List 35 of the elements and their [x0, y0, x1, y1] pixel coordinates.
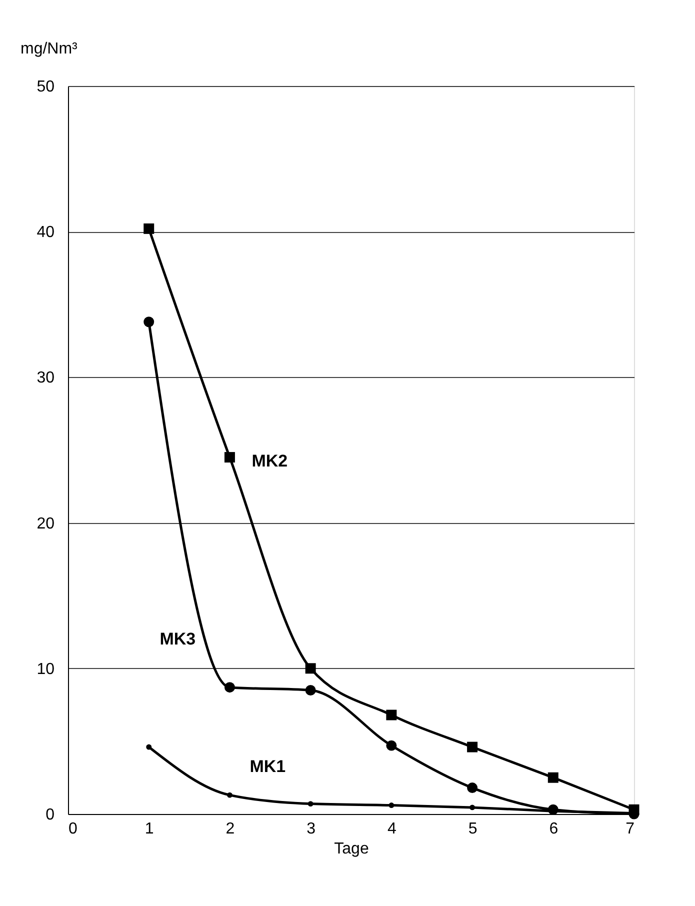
series-label: MK3 [160, 629, 196, 648]
point [224, 452, 235, 463]
x-tick-label: 6 [549, 820, 558, 838]
point [224, 682, 235, 693]
x-tick-label: 1 [144, 820, 154, 838]
x-axis-title: Tage [334, 840, 369, 858]
x-tick-label: 0 [68, 820, 78, 838]
point [386, 710, 397, 720]
x-tick-label: 7 [626, 820, 635, 838]
y-tick-label: 20 [36, 515, 55, 532]
point [226, 792, 232, 798]
y-tick-label: 0 [46, 806, 55, 824]
x-tick-label: 5 [468, 820, 478, 838]
y-axis-title: mg/Nm³ [20, 40, 78, 58]
series-label: MK2 [252, 451, 288, 470]
series-label: MK1 [250, 757, 286, 776]
point [144, 316, 154, 328]
y-tick-label: 30 [36, 370, 55, 387]
point [467, 742, 478, 752]
point [305, 663, 316, 674]
point [470, 804, 476, 810]
x-tick-label: 2 [226, 820, 235, 838]
point [467, 782, 478, 794]
point [386, 740, 397, 751]
x-tick-label: 3 [306, 820, 316, 838]
point [388, 802, 394, 808]
point [305, 685, 316, 696]
x-tick-label: 4 [387, 820, 396, 838]
point [548, 772, 558, 783]
y-tick-label: 40 [36, 224, 55, 242]
y-tick-label: 10 [36, 660, 55, 678]
y-tick-label: 50 [36, 78, 55, 96]
point [144, 223, 154, 234]
point [146, 744, 152, 750]
point [308, 801, 314, 807]
